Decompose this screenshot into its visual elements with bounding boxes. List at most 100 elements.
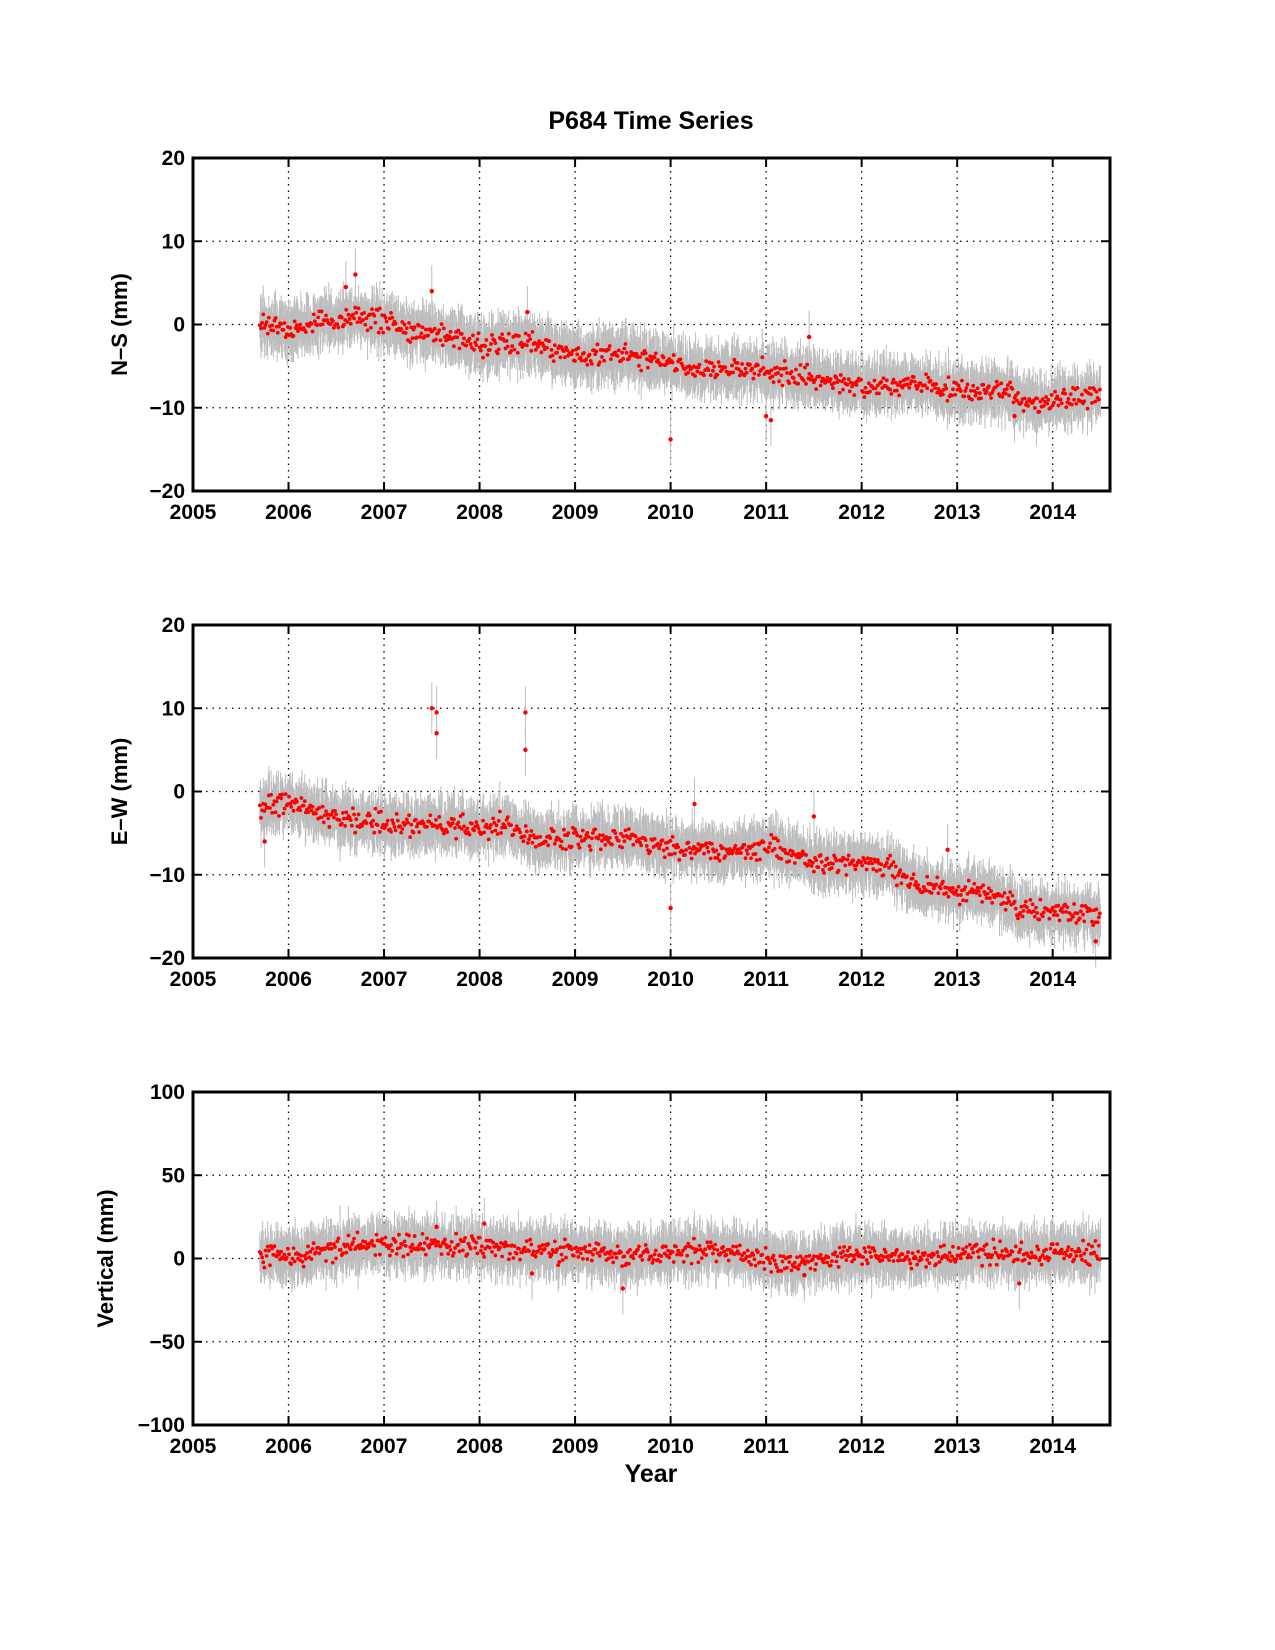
data-point [610, 842, 614, 847]
data-point [1060, 910, 1065, 915]
data-point [957, 902, 962, 907]
data-point [832, 381, 836, 385]
data-point [524, 829, 529, 834]
data-point [970, 887, 974, 892]
data-point [1082, 919, 1087, 924]
data-point [281, 811, 286, 816]
data-point [294, 323, 299, 328]
data-point [1055, 913, 1060, 918]
data-point [657, 846, 662, 851]
data-point [893, 380, 898, 385]
data-point [643, 838, 648, 843]
data-point [891, 377, 896, 382]
data-point [1013, 393, 1018, 398]
data-point [975, 386, 980, 391]
data-point [862, 857, 867, 862]
data-point [517, 334, 521, 338]
data-point [457, 346, 462, 351]
data-point [578, 355, 583, 360]
data-point [989, 889, 993, 893]
data-point [386, 326, 391, 331]
data-point [361, 318, 365, 322]
data-point [260, 320, 265, 325]
data-point [412, 325, 417, 330]
data-point [512, 347, 517, 352]
data-point [924, 888, 928, 893]
data-point [814, 858, 819, 863]
data-point [929, 891, 934, 895]
data-point [437, 815, 442, 819]
data-point [716, 852, 721, 857]
data-point [389, 829, 393, 834]
data-point [840, 379, 844, 384]
data-point [511, 832, 516, 837]
data-point [661, 355, 666, 360]
data-point [1010, 893, 1015, 898]
data-point [356, 306, 361, 311]
data-point [333, 809, 337, 813]
data-point [963, 389, 968, 393]
data-point [884, 860, 889, 865]
data-point [524, 343, 529, 348]
data-point [659, 362, 664, 367]
data-point [282, 321, 287, 325]
data-point [970, 397, 974, 402]
data-point [349, 823, 354, 828]
data-point [702, 373, 706, 378]
data-point [891, 860, 896, 865]
outlier-point [945, 847, 950, 852]
data-point [1094, 907, 1099, 912]
outlier-point [806, 334, 812, 340]
data-point [259, 815, 263, 820]
data-point [510, 344, 515, 348]
data-point [834, 375, 839, 380]
data-point [264, 320, 269, 325]
data-point [742, 373, 747, 378]
data-point [589, 836, 594, 841]
data-point [573, 359, 577, 363]
x-tick-label: 2007 [361, 501, 408, 524]
data-point [505, 344, 510, 349]
data-point [1003, 391, 1008, 396]
data-point [1091, 923, 1096, 928]
data-point [912, 379, 917, 384]
data-point [616, 838, 621, 843]
data-point [1095, 920, 1100, 925]
data-point [1068, 392, 1073, 397]
data-point [859, 377, 863, 382]
data-point [845, 382, 850, 387]
data-point [986, 886, 991, 891]
data-point [953, 392, 958, 397]
data-point [637, 837, 641, 842]
data-point [863, 385, 868, 390]
data-point [263, 323, 268, 327]
data-point [588, 359, 593, 363]
data-point [905, 382, 909, 387]
data-point [582, 351, 586, 355]
data-point [792, 861, 797, 865]
data-point [912, 883, 917, 888]
data-point [368, 821, 373, 825]
data-point [434, 337, 438, 342]
data-point [660, 838, 665, 843]
data-point [680, 849, 685, 854]
ew-panel: 2005 2006 2007 2008 2009 2010 2011 2012 2013 2014… [107, 614, 1112, 991]
data-point [1071, 914, 1075, 919]
data-point [1012, 899, 1017, 904]
data-point [370, 307, 374, 312]
data-point [288, 325, 293, 330]
data-point [1059, 401, 1064, 406]
data-point [687, 845, 692, 850]
data-point [935, 875, 940, 880]
y-tick-label: 20 [162, 614, 185, 637]
data-point [1023, 899, 1028, 904]
data-point [495, 351, 500, 356]
data-point [908, 882, 913, 886]
data-point [721, 846, 725, 851]
data-point [451, 344, 456, 349]
data-point [472, 347, 476, 352]
data-point [539, 350, 544, 355]
y-tick-label: −10 [149, 864, 185, 887]
data-point [586, 834, 591, 839]
